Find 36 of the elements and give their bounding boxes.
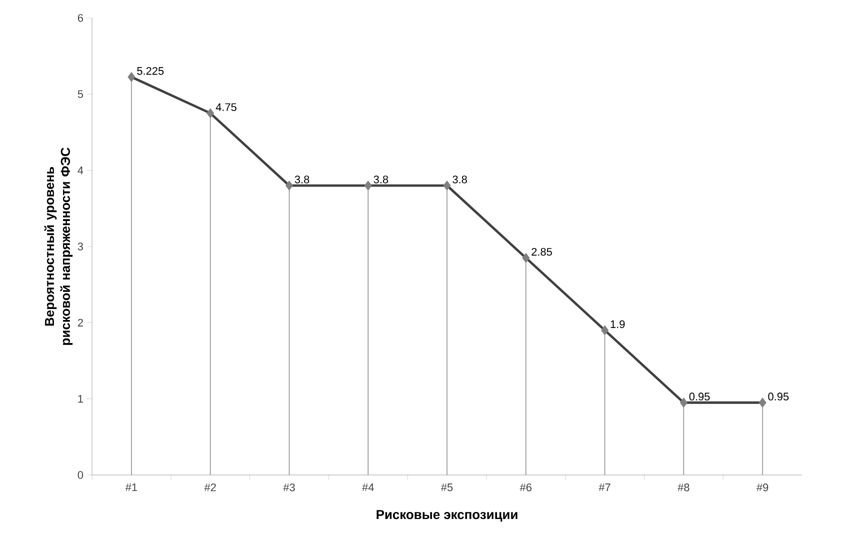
- y-tick-label: 4: [78, 166, 84, 174]
- point: [601, 325, 609, 336]
- data-label: 3.8: [294, 176, 310, 184]
- point: [522, 253, 530, 263]
- x-tick-label: #5: [440, 484, 453, 492]
- data-label: 0.95: [689, 392, 710, 400]
- y-tick-label: 5: [78, 90, 84, 98]
- y-tick-label: 3: [78, 242, 84, 250]
- point: [286, 180, 293, 190]
- point: [758, 398, 766, 408]
- point: [364, 180, 372, 190]
- y-tick-label: 2: [78, 318, 83, 326]
- data-label: 1.9: [610, 320, 625, 328]
- x-axis-title: Рисковые экспозиции: [376, 510, 518, 522]
- data-label: 2.85: [532, 248, 552, 256]
- y-tick-label: 1: [78, 395, 83, 403]
- data-label: 3.8: [374, 176, 388, 184]
- x-tick-label: #8: [678, 484, 690, 492]
- point: [206, 108, 214, 118]
- x-tick-label: #9: [756, 484, 768, 492]
- x-tick-label: #3: [283, 484, 295, 492]
- point: [128, 72, 136, 82]
- x-tick-label: #6: [520, 484, 532, 492]
- x-tick-label: #7: [598, 484, 610, 492]
- data-label: 5.225: [137, 67, 164, 75]
- x-tick-label: #1: [125, 484, 138, 492]
- y-tick-label: 6: [78, 14, 84, 22]
- data-label: 0.95: [768, 392, 789, 400]
- y-axis-title: Вероятностный уровень рисковой напряженности ФЭС: [44, 148, 73, 345]
- data-label: 3.8: [452, 176, 467, 184]
- point: [443, 180, 451, 190]
- y-tick-label: 0: [78, 471, 84, 479]
- data-label: 4.75: [216, 103, 236, 111]
- point: [680, 398, 688, 408]
- x-tick-label: #2: [204, 484, 216, 492]
- x-tick-label: #4: [362, 484, 374, 492]
